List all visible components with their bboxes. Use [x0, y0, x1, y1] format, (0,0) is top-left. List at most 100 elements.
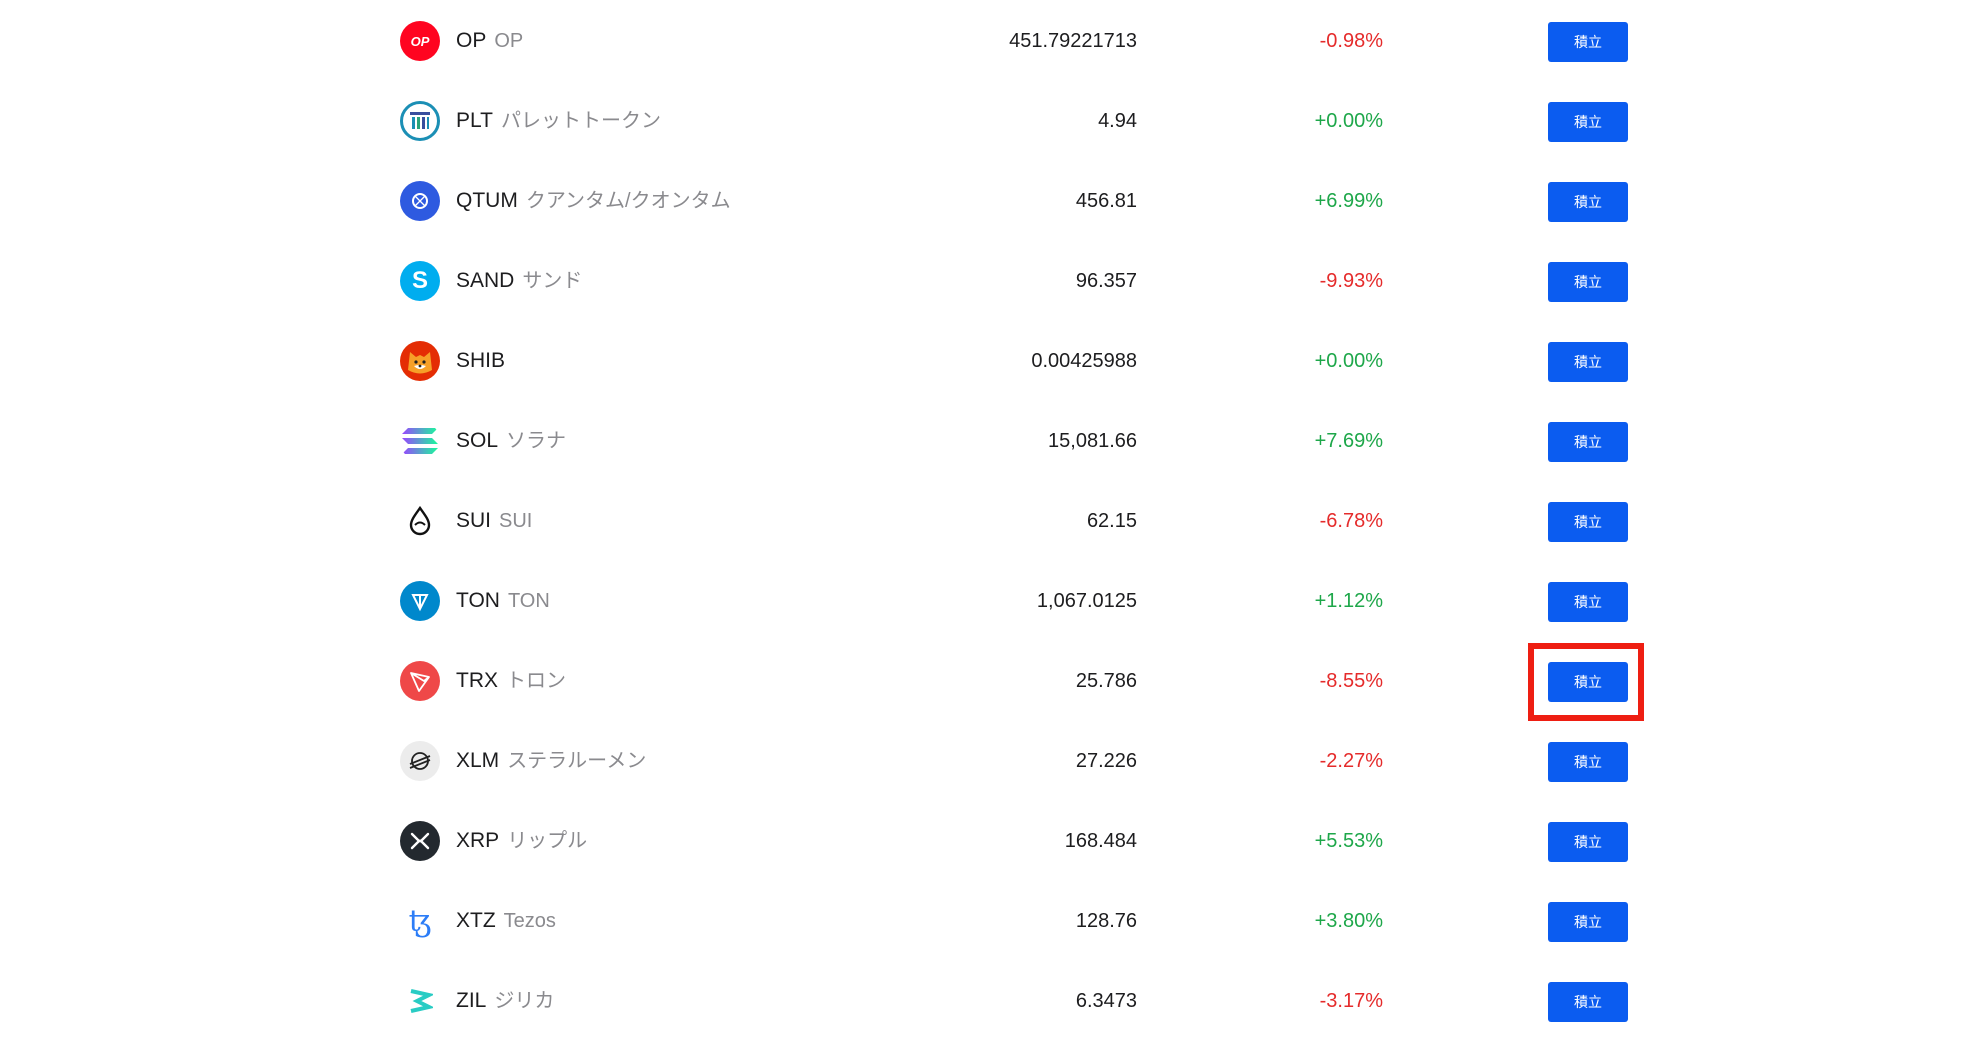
coin-symbol: XRP [456, 829, 500, 852]
coin-name: TON TON [456, 561, 550, 641]
coin-change: +6.99% [1314, 190, 1383, 212]
coin-symbol: PLT [456, 109, 493, 132]
coin-change: +0.00% [1314, 350, 1383, 372]
shib-icon [400, 341, 440, 381]
ton-icon [400, 581, 440, 621]
accumulate-button-op[interactable]: 積立 [1548, 22, 1628, 62]
coin-symbol: OP [456, 29, 487, 52]
coin-name: SHIB [456, 321, 505, 401]
coin-display-name: クアンタム/クオンタム [525, 190, 731, 212]
coin-name: SUI SUI [456, 481, 532, 561]
coin-row-op: OP OP OP 451.79221713 -0.98% 積立 [0, 1, 1969, 81]
coin-symbol: XTZ [456, 909, 496, 932]
coin-symbol: SOL [456, 429, 499, 452]
coin-change: +7.69% [1314, 430, 1383, 452]
coin-price: 6.3473 [1075, 990, 1137, 1012]
trx-icon [400, 661, 440, 701]
coin-display-name: ソラナ [506, 430, 567, 452]
coin-name: QTUM クアンタム/クオンタム [456, 161, 731, 241]
coin-change: -2.27% [1319, 750, 1383, 772]
coin-change: -9.93% [1319, 270, 1383, 292]
accumulate-button-xlm[interactable]: 積立 [1548, 742, 1628, 782]
coin-display-name: Tezos [503, 910, 556, 932]
accumulate-button-trx[interactable]: 積立 [1548, 662, 1628, 702]
coin-name: PLT パレットトークン [456, 81, 661, 161]
op-icon: OP [400, 21, 440, 61]
coin-display-name: サンド [522, 270, 583, 292]
accumulate-button-xrp[interactable]: 積立 [1548, 822, 1628, 862]
plt-icon [400, 101, 440, 141]
coin-price: 4.94 [1098, 110, 1137, 132]
coin-change: +0.00% [1314, 110, 1383, 132]
coin-symbol: SHIB [456, 349, 506, 372]
coin-price: 62.15 [1086, 510, 1137, 532]
coin-display-name: トロン [506, 670, 566, 692]
coin-price: 15,081.66 [1048, 430, 1137, 452]
coin-row-sui: SUI SUI 62.15 -6.78% 積立 [0, 481, 1969, 561]
coin-name: ZIL ジリカ [456, 961, 554, 1041]
coin-row-xlm: XLM ステラルーメン 27.226 -2.27% 積立 [0, 721, 1969, 801]
coin-symbol: SAND [456, 269, 515, 292]
coin-name: OP OP [456, 1, 523, 81]
coin-display-name: TON [507, 590, 550, 612]
accumulate-button-zil[interactable]: 積立 [1548, 982, 1628, 1022]
coin-row-shib: SHIB 0.00425988 +0.00% 積立 [0, 321, 1969, 401]
xtz-icon: ꜩ [400, 901, 440, 941]
coin-symbol: TON [456, 589, 500, 612]
coin-price: 25.786 [1075, 670, 1137, 692]
coin-change: -6.78% [1319, 510, 1383, 532]
coin-symbol: ZIL [456, 989, 487, 1012]
coin-symbol: TRX [456, 669, 498, 692]
coin-price: 96.357 [1075, 270, 1137, 292]
coin-change: -3.17% [1319, 990, 1383, 1012]
coin-price: 0.00425988 [1031, 350, 1137, 372]
accumulate-button-sui[interactable]: 積立 [1548, 502, 1628, 542]
zil-icon [400, 981, 440, 1021]
coin-row-sol: SOL ソラナ 15,081.66 +7.69% 積立 [0, 401, 1969, 481]
accumulate-button-qtum[interactable]: 積立 [1548, 182, 1628, 222]
coin-price: 128.76 [1075, 910, 1137, 932]
coin-change: -8.55% [1319, 670, 1383, 692]
accumulate-button-sol[interactable]: 積立 [1548, 422, 1628, 462]
coin-row-sand: S SAND サンド 96.357 -9.93% 積立 [0, 241, 1969, 321]
coin-name: TRX トロン [456, 641, 566, 721]
coin-symbol: SUI [456, 509, 492, 532]
accumulate-button-ton[interactable]: 積立 [1548, 582, 1628, 622]
coin-row-trx: TRX トロン 25.786 -8.55% 積立 [0, 641, 1969, 721]
coin-name: SAND サンド [456, 241, 582, 321]
coin-change: +5.53% [1314, 830, 1383, 852]
coin-price: 451.79221713 [1009, 30, 1137, 52]
qtum-icon [400, 181, 440, 221]
accumulate-button-shib[interactable]: 積立 [1548, 342, 1628, 382]
coin-change: +1.12% [1314, 590, 1383, 612]
sui-icon [400, 501, 440, 541]
coin-price: 1,067.0125 [1036, 590, 1137, 612]
coin-row-zil: ZIL ジリカ 6.3473 -3.17% 積立 [0, 961, 1969, 1041]
coin-display-name: SUI [499, 510, 533, 532]
coin-display-name: リップル [507, 830, 588, 852]
coin-price: 168.484 [1064, 830, 1137, 852]
coin-row-qtum: QTUM クアンタム/クオンタム 456.81 +6.99% 積立 [0, 161, 1969, 241]
coin-change: -0.98% [1319, 30, 1383, 52]
sand-icon: S [400, 261, 440, 301]
coin-row-plt: PLT パレットトークン 4.94 +0.00% 積立 [0, 81, 1969, 161]
coin-name: XTZ Tezos [456, 881, 556, 961]
accumulate-button-xtz[interactable]: 積立 [1548, 902, 1628, 942]
accumulate-button-plt[interactable]: 積立 [1548, 102, 1628, 142]
coin-name: XLM ステラルーメン [456, 721, 646, 801]
accumulate-button-sand[interactable]: 積立 [1548, 262, 1628, 302]
coin-change: +3.80% [1314, 910, 1383, 932]
coin-row-ton: TON TON 1,067.0125 +1.12% 積立 [0, 561, 1969, 641]
coin-display-name: パレットトークン [500, 110, 661, 132]
coin-symbol: XLM [456, 749, 500, 772]
coin-price: 456.81 [1075, 190, 1137, 212]
coin-name: SOL ソラナ [456, 401, 566, 481]
sol-icon [400, 421, 440, 461]
coin-display-name: OP [494, 30, 524, 52]
coin-name: XRP リップル [456, 801, 587, 881]
coin-price: 27.226 [1075, 750, 1137, 772]
xlm-icon [400, 741, 440, 781]
xrp-icon [400, 821, 440, 861]
coin-display-name: ステラルーメン [507, 750, 647, 772]
coin-display-name: ジリカ [494, 990, 555, 1012]
